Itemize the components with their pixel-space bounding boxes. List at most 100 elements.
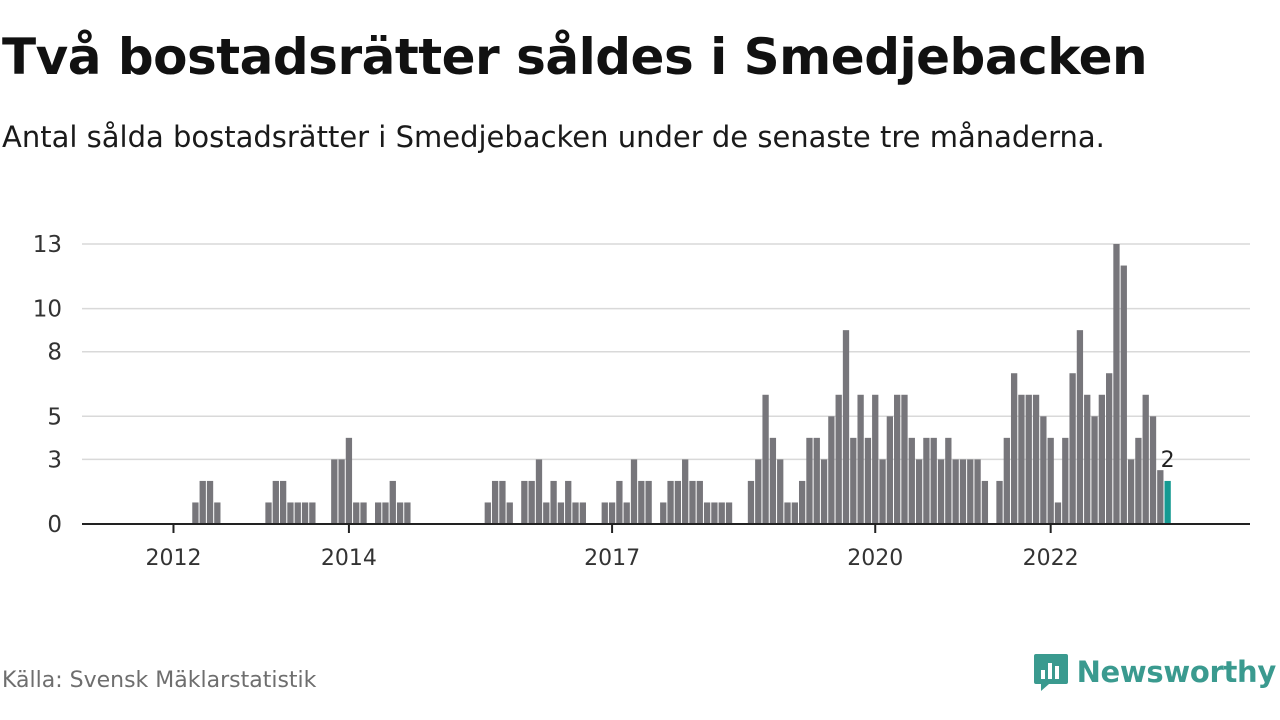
bar — [923, 437, 930, 524]
bar — [762, 394, 769, 524]
bar — [703, 502, 711, 524]
bar — [375, 502, 382, 524]
y-axis-ticks: 0 3 5 8 10 13 — [33, 232, 62, 538]
bar — [279, 480, 287, 524]
bar — [769, 437, 777, 524]
bar — [725, 502, 733, 524]
bar — [1076, 330, 1084, 524]
y-tick-label: 13 — [33, 232, 62, 258]
bar — [192, 502, 199, 524]
bar — [711, 502, 718, 524]
bar — [309, 502, 316, 524]
bar — [930, 437, 937, 524]
bar — [945, 437, 952, 524]
bar — [272, 480, 279, 524]
bar — [265, 502, 272, 524]
y-tick-label: 0 — [47, 512, 62, 538]
bar — [601, 502, 608, 524]
bar — [1032, 394, 1040, 524]
bar — [842, 330, 850, 524]
bar — [360, 502, 367, 524]
bar — [521, 480, 528, 524]
bar — [396, 502, 404, 524]
bar — [777, 459, 784, 524]
bar — [798, 480, 806, 524]
bar — [557, 502, 565, 524]
bar — [638, 480, 645, 524]
bar — [1091, 416, 1098, 524]
newsworthy-logo[interactable]: Newsworthy — [1033, 652, 1276, 692]
bar — [353, 502, 360, 524]
bar — [915, 459, 923, 524]
bar — [382, 502, 389, 524]
bar — [404, 502, 411, 524]
y-tick-label: 8 — [47, 340, 62, 366]
bar — [506, 502, 513, 524]
y-tick-label: 5 — [47, 404, 62, 430]
bar — [1142, 394, 1149, 524]
bar — [674, 480, 682, 524]
bar — [491, 480, 499, 524]
bar — [981, 480, 989, 524]
newsworthy-logo-icon — [1033, 654, 1068, 691]
logo-text: Newsworthy — [1076, 655, 1277, 689]
bar — [206, 480, 214, 524]
bar — [791, 502, 798, 524]
bar — [850, 437, 857, 524]
bar — [820, 459, 828, 524]
bar — [294, 502, 301, 524]
bar-chart: 0 3 5 8 10 13 2012 2014 2017 2020 2022 2 — [33, 232, 1250, 571]
bar — [608, 502, 616, 524]
x-tick-label: 2012 — [145, 546, 201, 571]
bar — [879, 459, 886, 524]
bar — [755, 459, 762, 524]
bar — [1025, 394, 1032, 524]
source-note: Källa: Svensk Mäklarstatistik — [2, 668, 317, 693]
bar — [952, 459, 959, 524]
bar — [301, 502, 309, 524]
bar — [214, 502, 221, 524]
bar — [623, 502, 630, 524]
bar — [908, 437, 915, 524]
bar — [572, 502, 579, 524]
bar — [1149, 416, 1157, 524]
grid-lines — [82, 243, 1250, 461]
bar — [199, 480, 206, 524]
bar — [579, 502, 586, 524]
bar — [389, 480, 396, 524]
bar — [857, 394, 864, 524]
bar — [835, 394, 842, 524]
bar — [565, 480, 572, 524]
bar — [1098, 394, 1105, 524]
bar — [616, 480, 623, 524]
bar — [660, 502, 667, 524]
chart-title: Två bostadsrätter såldes i Smedjebacken — [2, 28, 1148, 86]
bar — [996, 480, 1003, 524]
bar — [1003, 437, 1010, 524]
bar — [894, 394, 901, 524]
y-tick-label: 10 — [33, 297, 62, 323]
bar — [959, 459, 967, 524]
bar — [828, 416, 835, 524]
x-axis: 2012 2014 2017 2020 2022 — [82, 523, 1250, 571]
bar — [1047, 437, 1054, 524]
bar — [645, 480, 652, 524]
bar — [287, 502, 294, 524]
bar — [689, 480, 696, 524]
x-tick-label: 2014 — [321, 546, 377, 571]
bar — [747, 480, 755, 524]
bar — [331, 459, 338, 524]
bar — [484, 502, 491, 524]
bar — [813, 437, 820, 524]
bar — [974, 459, 981, 524]
bar — [543, 502, 550, 524]
bar — [1062, 437, 1069, 524]
bar — [1113, 244, 1120, 524]
bar — [1054, 502, 1062, 524]
bar — [864, 437, 872, 524]
x-tick-label: 2022 — [1023, 546, 1079, 571]
chart-subtitle: Antal sålda bostadsrätter i Smedjebacken… — [2, 120, 1105, 154]
x-tick-label: 2020 — [847, 546, 903, 571]
bar — [1106, 373, 1113, 524]
bar — [784, 502, 791, 524]
